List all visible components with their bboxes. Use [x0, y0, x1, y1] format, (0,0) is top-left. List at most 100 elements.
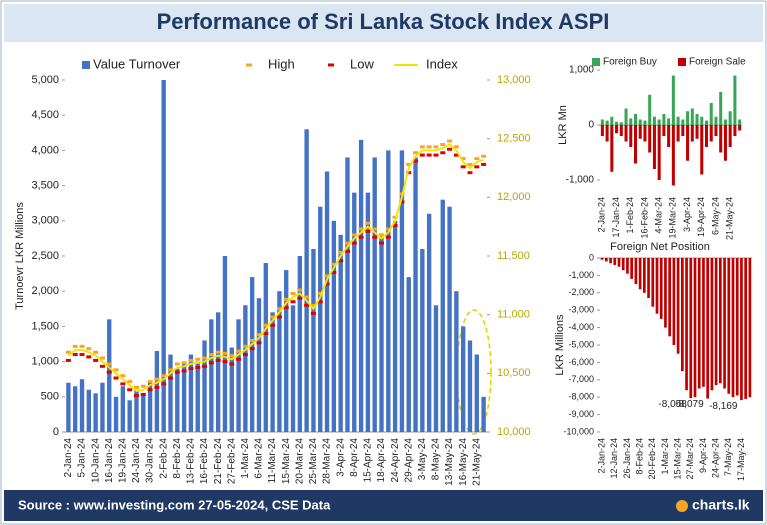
- x-tick-label: 27-Feb-24: [226, 438, 237, 485]
- marker: [365, 221, 371, 225]
- bar: [642, 258, 646, 293]
- bar: [719, 92, 723, 125]
- bar: [222, 256, 228, 432]
- bar: [652, 116, 656, 125]
- bar: [690, 125, 694, 142]
- marker: [93, 358, 99, 362]
- x-tick-label: 24-Apr-24: [390, 438, 401, 483]
- x-tick-label: 8-Feb-24: [172, 438, 183, 479]
- x-tick-label: 17-Jan-24: [611, 197, 621, 238]
- bar: [433, 305, 439, 432]
- y-tick-label: 1,000: [31, 356, 59, 368]
- bar: [735, 258, 739, 396]
- marker: [133, 394, 139, 398]
- bar: [744, 258, 748, 399]
- x-tick-label: 12-Jan-24: [609, 438, 619, 479]
- marker: [460, 165, 466, 169]
- y-tick-label: 1,000: [569, 65, 594, 76]
- bar: [290, 305, 296, 432]
- y2-tick-label: 10,000: [497, 426, 531, 438]
- x-tick-label: 15-Apr-24: [363, 438, 374, 483]
- legend-label: High: [268, 56, 295, 71]
- bar: [671, 75, 675, 125]
- index-line: [67, 143, 484, 392]
- y-tick-label: 2,500: [31, 250, 59, 262]
- marker: [413, 159, 419, 163]
- bar: [706, 258, 710, 399]
- marker: [242, 344, 248, 348]
- x-tick-label: 5-Jan-24: [77, 438, 88, 478]
- bar: [662, 114, 666, 125]
- y-tick-label: -9,000: [568, 409, 594, 419]
- bar: [676, 125, 680, 142]
- x-tick-label: 16-Jan-24: [104, 438, 115, 483]
- x-tick-label: 19-Apr-24: [696, 197, 706, 237]
- y-tick-label: 3,000: [31, 215, 59, 227]
- bar: [195, 361, 200, 432]
- bar: [664, 258, 667, 328]
- x-tick-label: 8-Apr-24: [349, 438, 360, 477]
- y-tick-label: 500: [41, 391, 59, 403]
- marker: [460, 157, 466, 161]
- x-tick-label: 3-May-24: [417, 438, 428, 481]
- bar: [633, 125, 638, 164]
- bar: [633, 114, 638, 125]
- x-tick-label: 13-May-24: [444, 438, 455, 486]
- marker: [161, 382, 167, 386]
- y2-tick-label: 13,000: [497, 74, 531, 86]
- marker: [188, 367, 194, 371]
- bar: [700, 116, 704, 125]
- bar: [689, 258, 693, 399]
- bar: [680, 258, 684, 372]
- marker: [86, 355, 92, 359]
- marker: [106, 370, 112, 374]
- bar: [297, 256, 303, 432]
- marker: [127, 380, 133, 384]
- marker: [256, 341, 262, 345]
- bar: [651, 258, 655, 307]
- bar: [676, 116, 680, 125]
- bar: [621, 258, 625, 271]
- y-tick-label: 2,000: [31, 285, 59, 297]
- bar: [704, 120, 709, 125]
- bar: [647, 258, 650, 299]
- bar: [718, 258, 722, 384]
- marker: [195, 365, 201, 369]
- bar: [120, 386, 126, 432]
- marker: [385, 227, 391, 231]
- marker: [440, 151, 446, 155]
- marker: [161, 374, 167, 378]
- marker: [317, 300, 323, 304]
- bar: [662, 125, 666, 136]
- bar: [454, 291, 459, 432]
- marker: [419, 153, 425, 157]
- marker: [338, 250, 344, 254]
- bar: [256, 298, 262, 432]
- marker: [93, 350, 99, 354]
- bar: [79, 379, 85, 432]
- x-tick-label: 1-Feb-24: [625, 197, 635, 234]
- y-tick-label: -8,000: [568, 392, 594, 402]
- source: Source : www.investing.com 27-05-2024, C…: [18, 497, 331, 512]
- x-tick-label: 9-Apr-24: [698, 438, 708, 473]
- bar: [467, 340, 473, 432]
- marker: [474, 157, 480, 161]
- bar: [738, 119, 742, 125]
- bar: [399, 150, 405, 432]
- marker: [276, 307, 282, 311]
- legend-label: Index: [426, 56, 458, 71]
- marker: [283, 297, 289, 301]
- x-tick-label: 2-Jan-24: [597, 197, 607, 233]
- bar: [738, 125, 742, 131]
- x-tick-label: 8-May-24: [431, 438, 442, 481]
- marker: [447, 139, 453, 143]
- bar: [263, 263, 268, 432]
- marker: [140, 384, 146, 388]
- x-tick-label: 6-May-24: [710, 197, 720, 235]
- marker: [106, 362, 112, 366]
- x-tick-label: 19-Mar-24: [668, 197, 678, 239]
- marker: [379, 233, 384, 237]
- marker: [236, 349, 242, 353]
- marker: [120, 382, 126, 386]
